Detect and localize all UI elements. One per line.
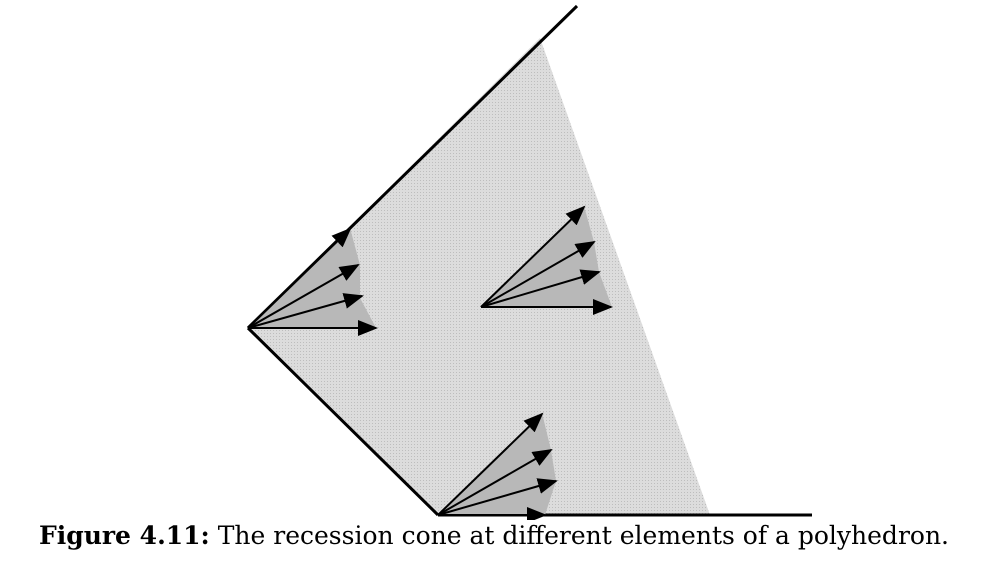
figure-caption-text: The recession cone at different elements… (217, 521, 949, 550)
recession-cone-diagram (246, 4, 812, 520)
figure-caption: Figure 4.11: The recession cone at diffe… (0, 521, 988, 550)
figure-label: Figure 4.11: (38, 521, 210, 550)
arrow-interior-2 (480, 241, 596, 308)
lower-edge (246, 326, 440, 517)
arrow-bottom-2 (437, 449, 553, 516)
arrow-interior-3 (480, 269, 601, 308)
arrow-left-1 (247, 227, 352, 329)
arrow-interior-1 (480, 205, 586, 308)
arrow-left-2 (247, 264, 360, 329)
polyhedron-region (248, 38, 710, 515)
cone-bottom-vertex (437, 412, 558, 520)
arrow-left-3 (247, 293, 364, 329)
arrow-bottom-1 (437, 412, 544, 516)
cone-fill-interior (481, 206, 612, 307)
arrow-bottom-3 (437, 478, 558, 516)
cone-interior-point (480, 205, 613, 315)
cone-left-vertex (247, 227, 378, 336)
